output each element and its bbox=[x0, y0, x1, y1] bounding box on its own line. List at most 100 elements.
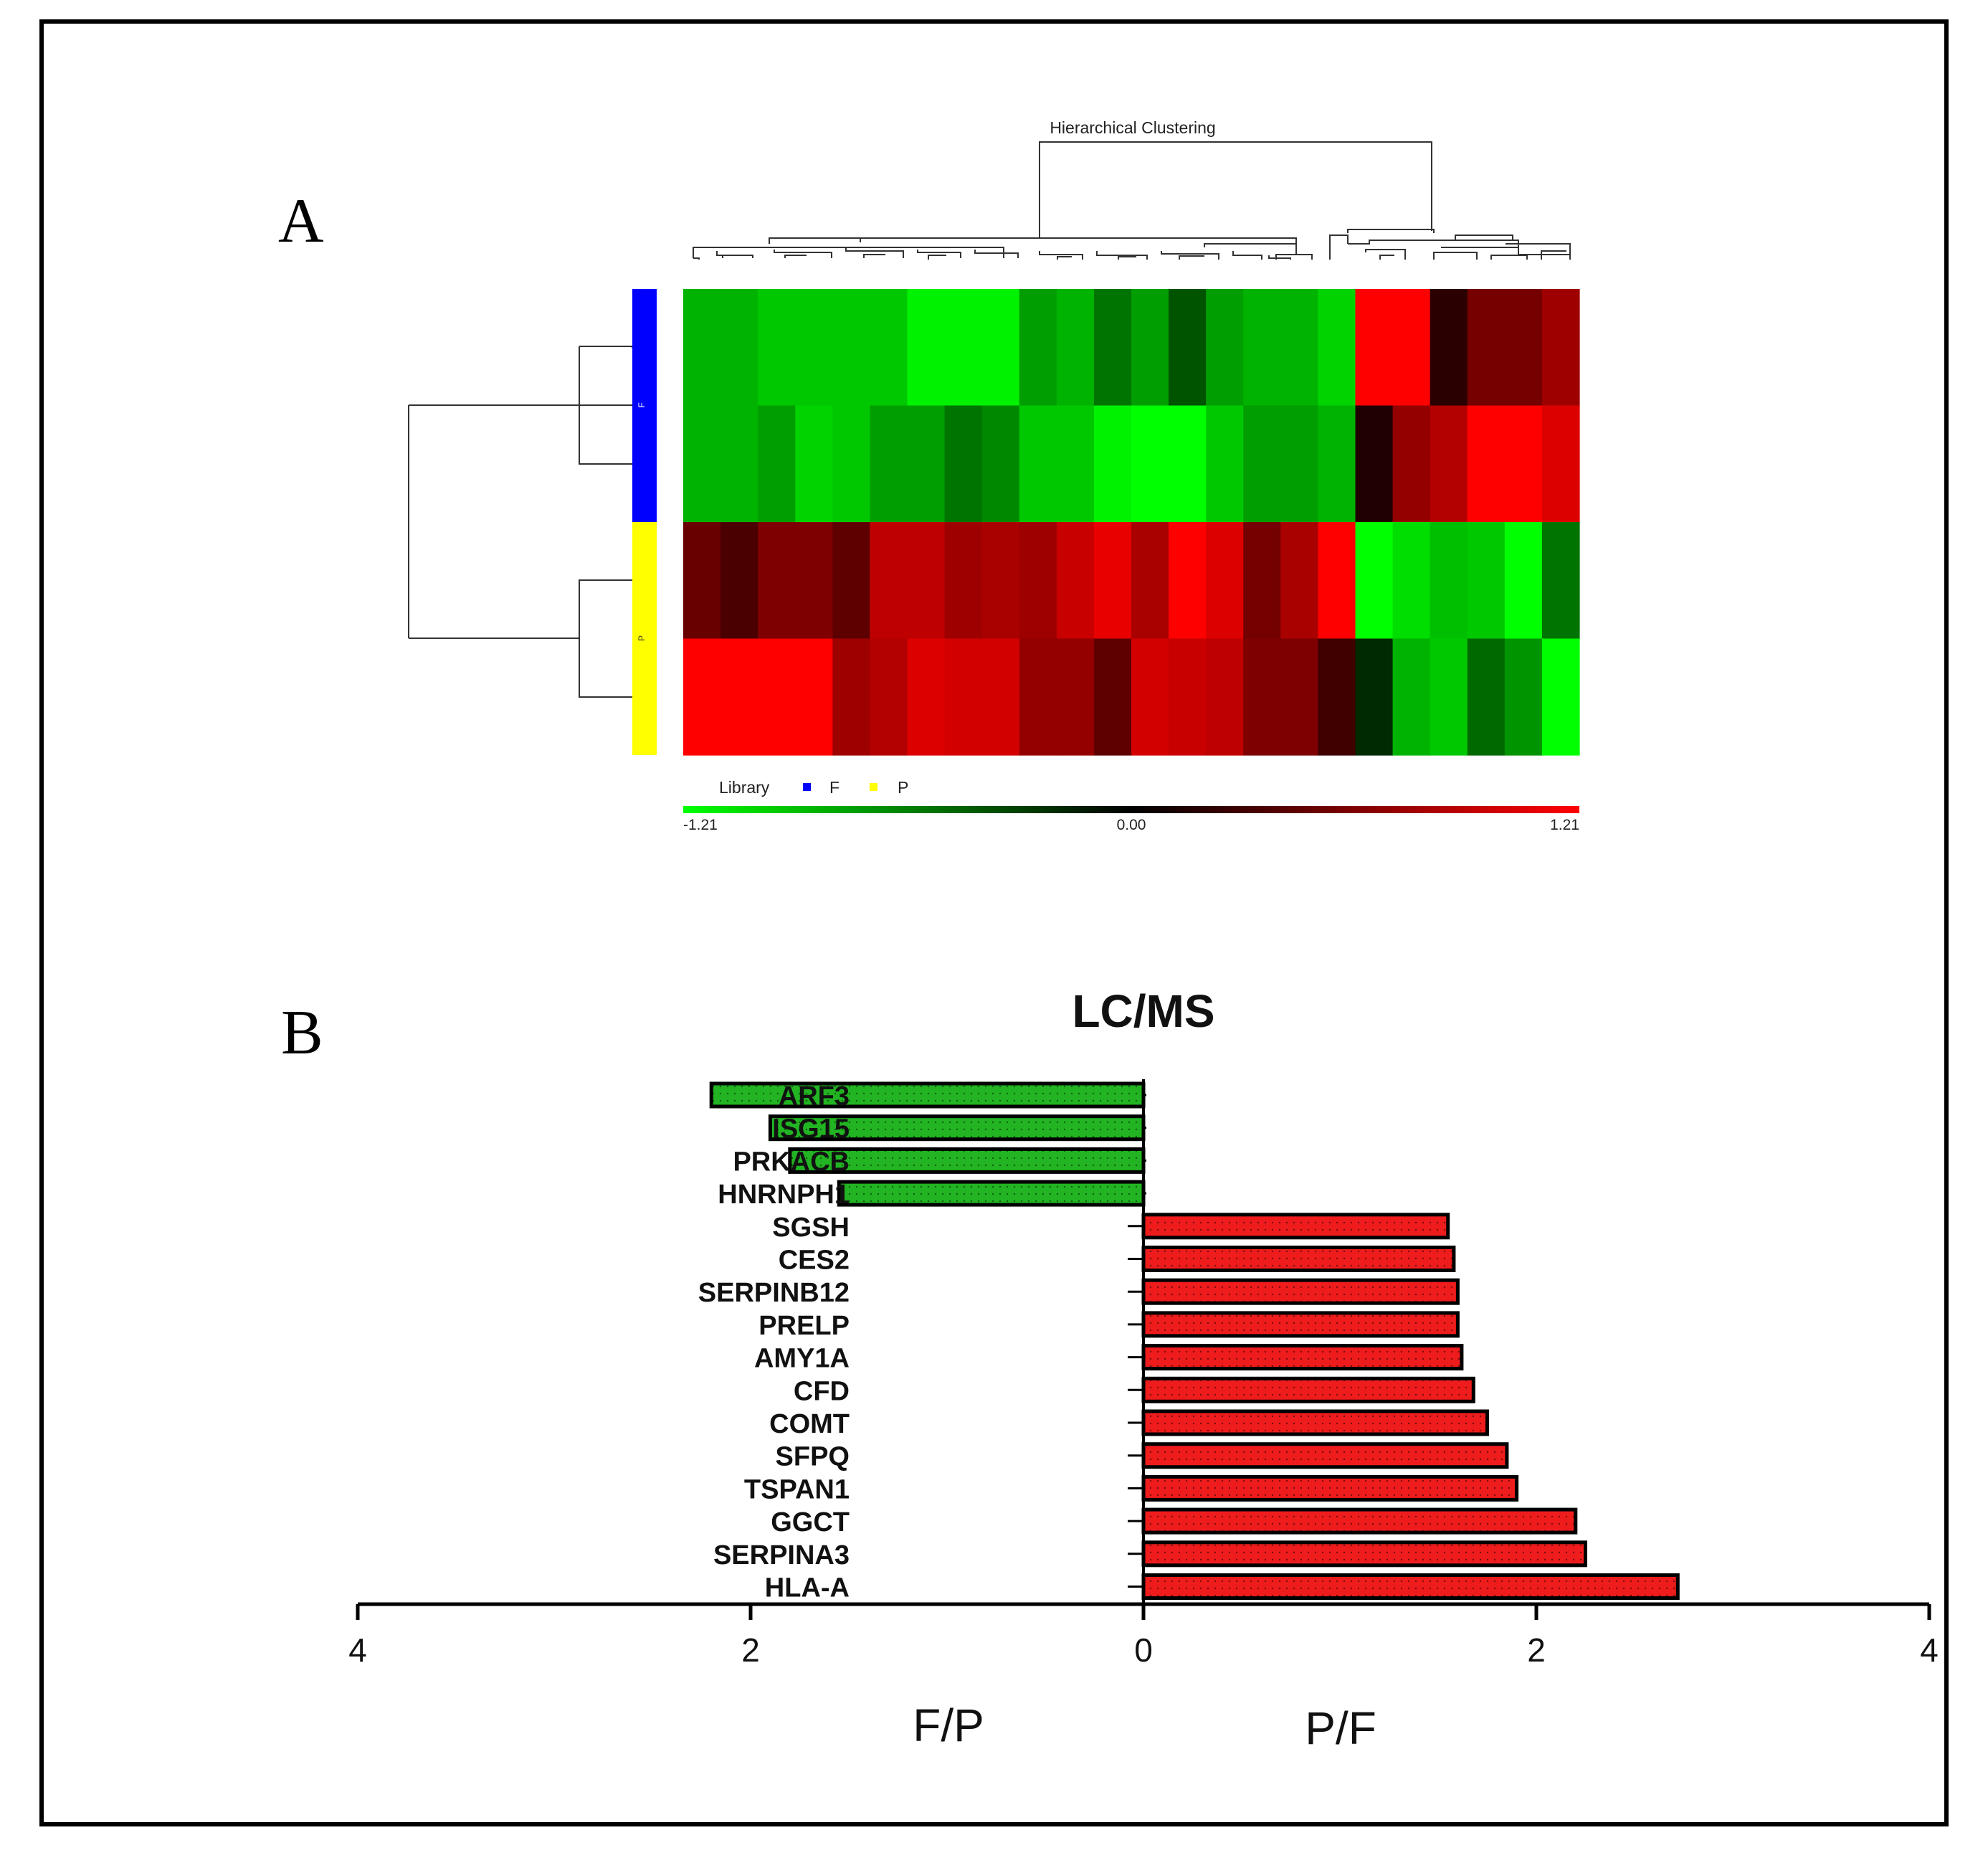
heatmap-cell bbox=[683, 405, 721, 523]
heatmap-cell bbox=[683, 522, 721, 640]
row-dendrogram bbox=[408, 346, 633, 698]
bar-amy1a bbox=[1141, 1344, 1464, 1371]
heatmap-cell bbox=[1318, 638, 1356, 756]
x-tick-label: 0 bbox=[1134, 1631, 1153, 1669]
heatmap-cell bbox=[683, 638, 721, 756]
x-axis-label-left: F/P bbox=[913, 1700, 984, 1751]
heatmap-cell bbox=[1093, 405, 1132, 523]
heatmap-cell bbox=[1355, 289, 1394, 407]
heatmap-cell bbox=[1392, 289, 1431, 407]
color-scale: -1.21 0.00 1.21 bbox=[683, 806, 1579, 833]
category-label: ARF3 bbox=[779, 1081, 850, 1112]
color-scale-mid: 0.00 bbox=[1117, 817, 1146, 833]
heatmap-cell bbox=[1243, 522, 1281, 640]
figure-frame bbox=[39, 19, 1949, 1826]
heatmap-cell bbox=[1541, 289, 1580, 407]
category-label: SGSH bbox=[772, 1213, 850, 1243]
heatmap-cell bbox=[1131, 289, 1169, 407]
heatmap-cell bbox=[832, 289, 871, 407]
heatmap-cell bbox=[758, 289, 796, 407]
library-bar-f bbox=[632, 289, 657, 522]
heatmap-cell bbox=[1243, 405, 1281, 523]
heatmap-cell bbox=[720, 289, 758, 407]
bar-serpina3 bbox=[1141, 1540, 1587, 1568]
category-label: SERPINB12 bbox=[698, 1278, 850, 1308]
category-label: CES2 bbox=[779, 1246, 850, 1276]
heatmap-cell bbox=[1355, 405, 1394, 523]
category-label: CFD bbox=[794, 1376, 850, 1406]
heatmap-cell bbox=[758, 405, 796, 523]
heatmap-cell bbox=[1430, 522, 1468, 640]
heatmap-cell bbox=[907, 405, 946, 523]
color-scale-bar bbox=[683, 806, 1579, 813]
heatmap-cell bbox=[1056, 405, 1095, 523]
legend-label-f: F bbox=[829, 778, 840, 797]
heatmap-cell bbox=[720, 638, 758, 756]
heatmap-cell bbox=[1355, 638, 1394, 756]
bar-hla-a bbox=[1141, 1573, 1680, 1600]
heatmap-cell bbox=[832, 638, 871, 756]
category-label: PRELP bbox=[758, 1311, 850, 1341]
heatmap-cell bbox=[1541, 405, 1580, 523]
legend-swatch-p bbox=[870, 783, 878, 791]
heatmap-cell bbox=[1541, 522, 1580, 640]
heatmap-cell bbox=[758, 522, 796, 640]
legend-title: Library bbox=[719, 778, 770, 797]
heatmap-cell bbox=[870, 405, 908, 523]
heatmap-cell bbox=[1467, 522, 1506, 640]
heatmap-cell bbox=[944, 522, 983, 640]
heatmap-cell bbox=[1093, 522, 1132, 640]
column-dendrogram: Hierarchical Clustering bbox=[693, 118, 1571, 260]
bar-tspan1 bbox=[1141, 1474, 1519, 1502]
heatmap-cell bbox=[1131, 405, 1169, 523]
x-tick-label: 4 bbox=[348, 1631, 367, 1669]
heatmap-cell bbox=[1280, 522, 1319, 640]
heatmap-cell bbox=[1056, 289, 1095, 407]
heatmap-cell bbox=[981, 289, 1020, 407]
heatmap-cell bbox=[720, 405, 758, 523]
heatmap-cell bbox=[1206, 522, 1244, 640]
heatmap-cell bbox=[1169, 289, 1207, 407]
heatmap-cell bbox=[1019, 405, 1057, 523]
heatmap-cell bbox=[1093, 638, 1132, 756]
heatmap-cell bbox=[907, 522, 946, 640]
heatmap-cell bbox=[1430, 289, 1468, 407]
heatmap-cell bbox=[1169, 522, 1207, 640]
bar-ces2 bbox=[1141, 1246, 1456, 1272]
heatmap-cell bbox=[1355, 522, 1394, 640]
x-tick-label: 2 bbox=[741, 1631, 760, 1669]
heatmap-cell bbox=[1280, 405, 1319, 523]
row-library-bar: F P bbox=[632, 289, 657, 755]
heatmap-cell bbox=[1131, 522, 1169, 640]
library-legend: Library F P bbox=[719, 778, 908, 797]
category-label: SFPQ bbox=[776, 1442, 850, 1472]
heatmap-cell bbox=[832, 405, 871, 523]
heatmap-cell bbox=[795, 522, 833, 640]
heatmap-cell bbox=[1169, 638, 1207, 756]
category-label: HLA-A bbox=[765, 1573, 850, 1603]
category-label: ISG15 bbox=[772, 1114, 850, 1144]
heatmap-cell bbox=[758, 638, 796, 756]
heatmap-cell bbox=[1206, 405, 1244, 523]
heatmap-cell bbox=[1392, 405, 1431, 523]
heatmap-cell bbox=[981, 405, 1020, 523]
heatmap-cell bbox=[1504, 289, 1543, 407]
heatmap-cell bbox=[907, 638, 946, 756]
heatmap-cell bbox=[1430, 638, 1468, 756]
heatmap-cell bbox=[1541, 638, 1580, 756]
library-bar-p bbox=[632, 522, 657, 755]
heatmap-cell bbox=[1467, 289, 1506, 407]
heatmap-cell bbox=[1318, 405, 1356, 523]
legend-label-p: P bbox=[898, 778, 908, 797]
heatmap-cell bbox=[944, 289, 983, 407]
heatmap-cell bbox=[1467, 638, 1506, 756]
heatmap bbox=[683, 289, 1580, 756]
heatmap-cell bbox=[1243, 289, 1281, 407]
x-tick-label: 2 bbox=[1527, 1631, 1546, 1669]
bar-cfd bbox=[1141, 1376, 1475, 1403]
heatmap-cell bbox=[981, 638, 1020, 756]
color-scale-max: 1.21 bbox=[1550, 817, 1579, 833]
color-scale-min: -1.21 bbox=[683, 817, 718, 833]
category-label: PRKACB bbox=[733, 1147, 850, 1177]
bar-serpinb12 bbox=[1141, 1278, 1460, 1305]
